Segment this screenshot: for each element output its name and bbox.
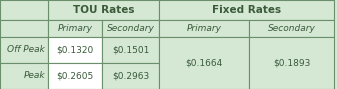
Bar <box>249 20 334 37</box>
Bar <box>0 63 48 89</box>
Text: $0.1664: $0.1664 <box>185 58 223 67</box>
Bar <box>0 0 48 20</box>
Text: Secondary: Secondary <box>268 24 315 33</box>
Bar <box>159 0 334 20</box>
Text: Off Peak: Off Peak <box>7 45 45 54</box>
Bar <box>0 20 48 37</box>
Text: $0.2963: $0.2963 <box>112 71 149 80</box>
Bar <box>48 0 159 20</box>
Bar <box>102 20 159 37</box>
Text: Fixed Rates: Fixed Rates <box>212 5 281 15</box>
Bar <box>249 37 334 89</box>
Bar <box>48 20 102 37</box>
Bar <box>0 37 48 63</box>
Text: Secondary: Secondary <box>106 24 154 33</box>
Bar <box>159 37 249 89</box>
Text: $0.1893: $0.1893 <box>273 58 310 67</box>
Text: Peak: Peak <box>23 71 45 80</box>
Bar <box>102 63 159 89</box>
Bar <box>159 20 249 37</box>
Text: $0.1501: $0.1501 <box>112 45 149 54</box>
Text: $0.1320: $0.1320 <box>56 45 94 54</box>
Text: $0.2605: $0.2605 <box>56 71 94 80</box>
Bar <box>48 63 102 89</box>
Text: Primary: Primary <box>58 24 92 33</box>
Text: Primary: Primary <box>186 24 221 33</box>
Bar <box>102 37 159 63</box>
Bar <box>48 37 102 63</box>
Text: TOU Rates: TOU Rates <box>73 5 134 15</box>
